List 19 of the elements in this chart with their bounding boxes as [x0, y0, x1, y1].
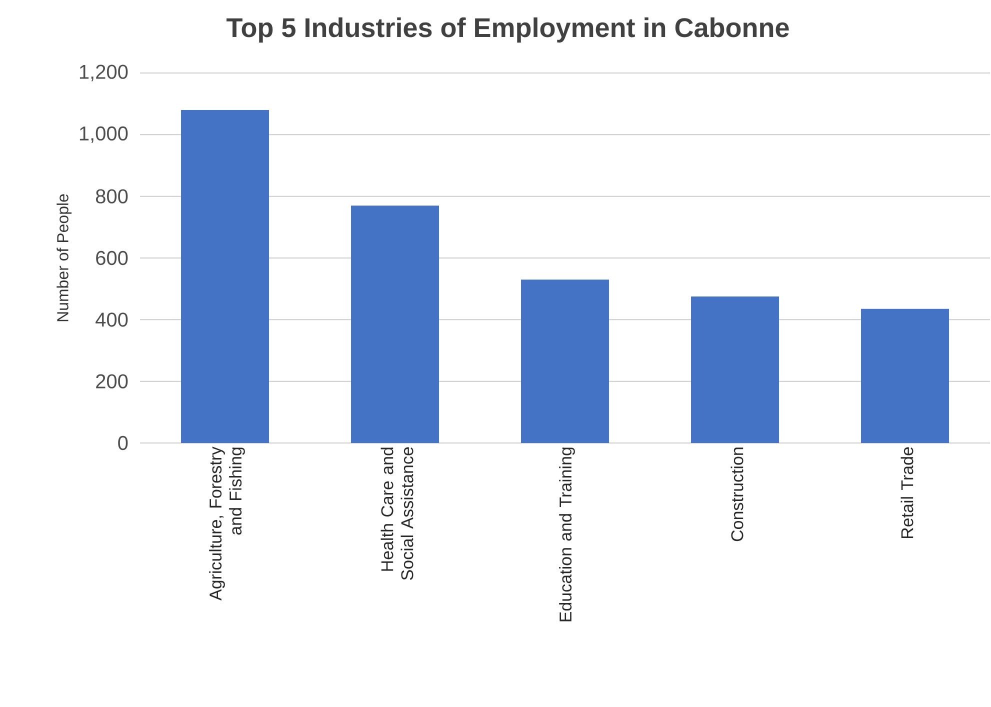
- x-tick-label: Agriculture, Forestry and Fishing: [209, 446, 245, 600]
- y-tick-label: 200: [96, 374, 128, 388]
- y-tick-label: 800: [96, 189, 128, 204]
- x-tick-label: Education and Training: [559, 448, 575, 622]
- bar: [521, 280, 609, 443]
- y-tick-label: 0: [118, 436, 128, 450]
- y-tick-label: 1,000: [80, 126, 128, 143]
- chart-title: Top 5 Industries of Employment in Cabonne: [226, 17, 789, 43]
- bar: [861, 308, 949, 443]
- bar: [181, 110, 270, 443]
- y-tick-label: 600: [96, 250, 128, 266]
- x-tick-label: Health Care and Social Assistance: [380, 447, 414, 580]
- bar: [691, 296, 779, 443]
- y-tick-label: 1,200: [80, 64, 128, 82]
- x-tick-label: Retail Trade: [900, 447, 914, 538]
- bar: [351, 206, 440, 443]
- x-tick-label: Construction: [730, 448, 744, 542]
- y-axis-title: Number of People: [56, 194, 72, 322]
- y-tick-label: 400: [96, 312, 128, 327]
